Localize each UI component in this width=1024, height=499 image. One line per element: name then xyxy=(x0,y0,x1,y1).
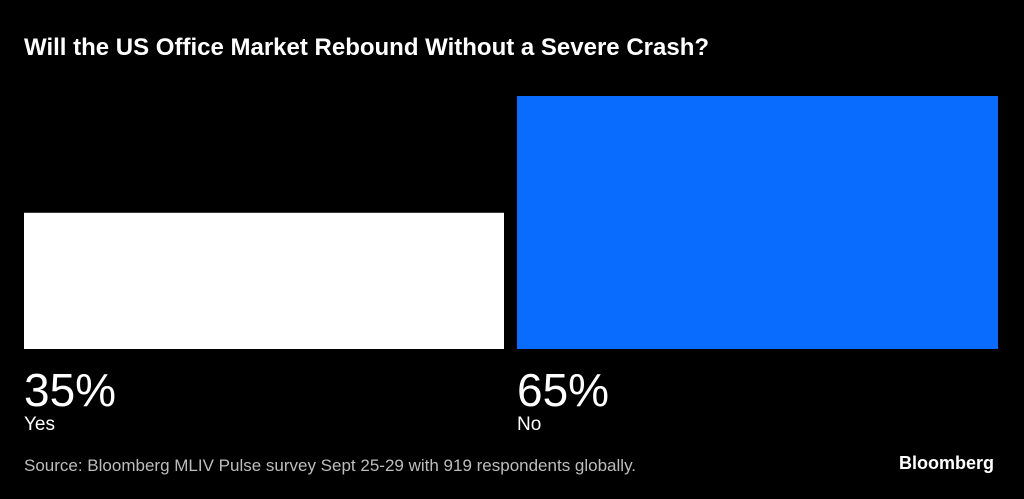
value-label-no: 65% xyxy=(517,364,609,416)
bar-no xyxy=(517,96,998,349)
chart-title: Will the US Office Market Rebound Withou… xyxy=(24,34,710,61)
source-note: Source: Bloomberg MLIV Pulse survey Sept… xyxy=(24,456,637,475)
value-label-yes: 35% xyxy=(24,364,116,416)
category-label-no: No xyxy=(517,414,541,435)
category-label-yes: Yes xyxy=(24,414,55,435)
bloomberg-logo: Bloomberg xyxy=(898,453,994,473)
bar-yes xyxy=(24,212,504,349)
